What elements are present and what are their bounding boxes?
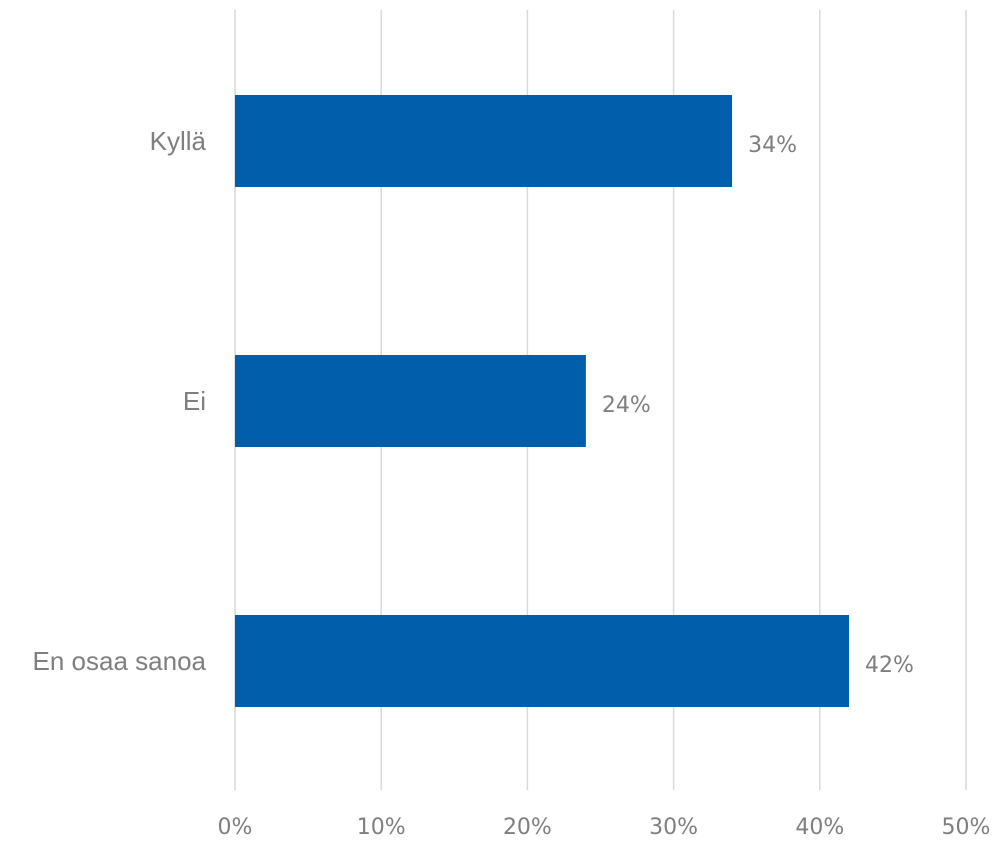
x-tick-label: 0% [218, 815, 253, 840]
x-tick-label: 30% [649, 815, 698, 840]
data-label: 34% [748, 133, 797, 158]
x-tick-label: 20% [503, 815, 552, 840]
category-label: Ei [183, 386, 206, 416]
bar [235, 95, 733, 187]
category-label: Kyllä [150, 126, 207, 156]
bar [235, 355, 586, 447]
x-tick-label: 40% [795, 815, 844, 840]
labels: 0% 10% 20% 30% 40% 50% Kyllä 34% Ei 24% En osaa sa… [33, 126, 991, 840]
x-tick-label: 50% [942, 815, 991, 840]
x-tick-label: 10% [357, 815, 406, 840]
category-label: En osaa sanoa [33, 646, 207, 676]
data-label: 24% [602, 393, 651, 418]
bars [235, 95, 850, 707]
data-label: 42% [865, 653, 914, 678]
bar [235, 615, 850, 707]
